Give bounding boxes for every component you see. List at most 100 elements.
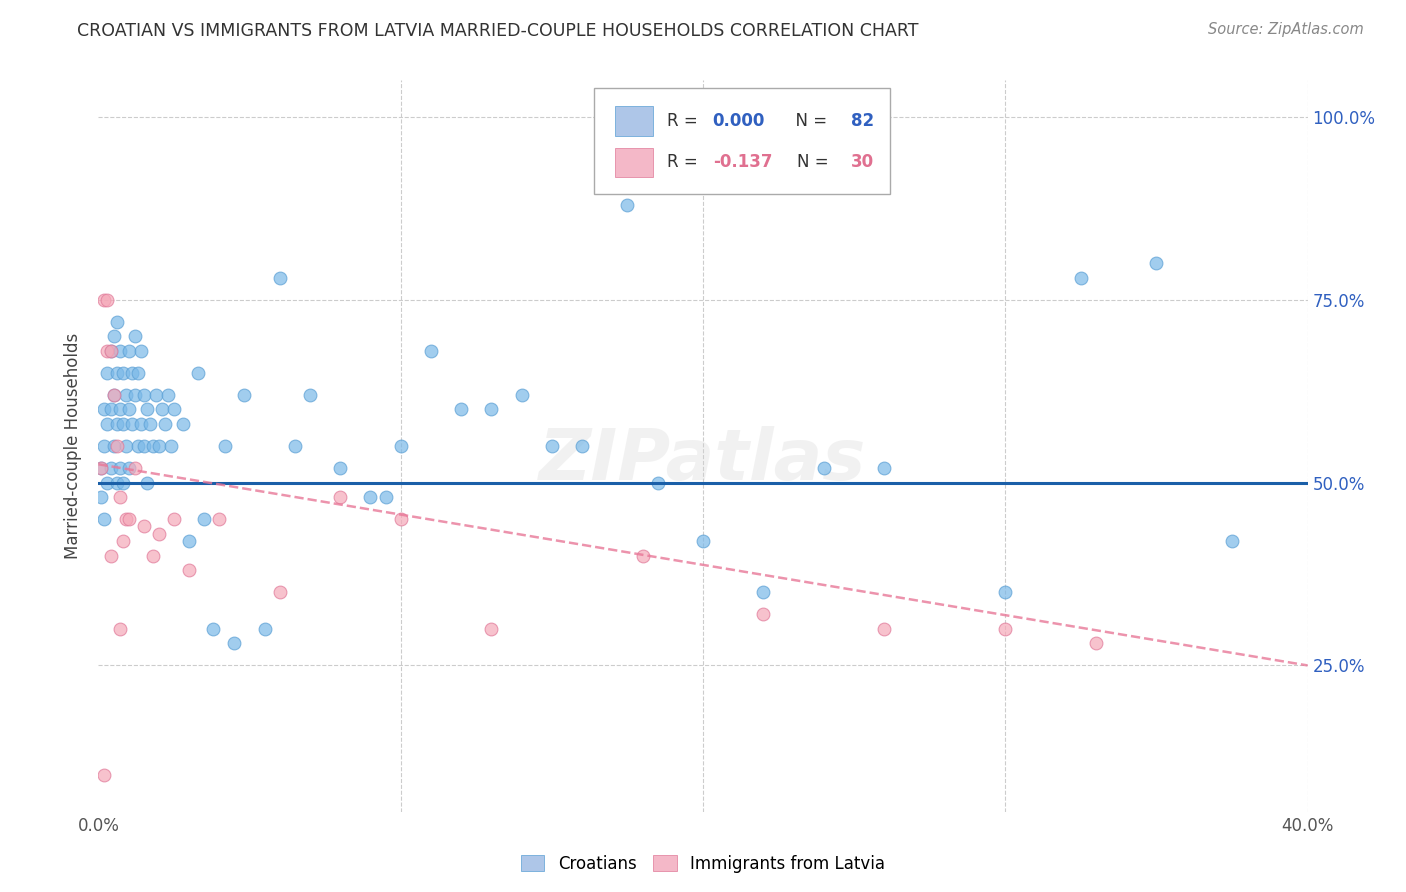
Point (420, 343, 443, 358)
Text: ZIPatlas: ZIPatlas (540, 426, 866, 495)
Point (153, 417, 176, 431)
Point (127, 439, 149, 453)
Point (114, 512, 136, 526)
Point (692, 534, 714, 549)
Point (329, 461, 352, 475)
Point (142, 549, 165, 563)
Point (299, 388, 322, 402)
Point (142, 439, 165, 453)
Point (135, 402, 157, 417)
Point (481, 622, 503, 636)
Point (540, 439, 562, 453)
Point (284, 439, 307, 453)
Point (93, 439, 115, 453)
Point (90, 461, 112, 475)
Point (105, 439, 128, 453)
Point (100, 402, 122, 417)
Text: -0.137: -0.137 (713, 153, 772, 171)
Point (1144, 256, 1167, 270)
Point (93, 512, 115, 526)
Point (193, 512, 215, 526)
Point (647, 475, 669, 490)
Point (389, 439, 412, 453)
Point (108, 343, 131, 358)
Point (150, 402, 173, 417)
Point (360, 490, 382, 504)
Point (118, 461, 141, 475)
Point (129, 343, 152, 358)
Bar (614, 106, 654, 136)
Point (269, 270, 291, 285)
Point (202, 622, 225, 636)
Point (253, 622, 276, 636)
Point (96, 293, 118, 307)
Point (374, 490, 396, 504)
Point (160, 439, 183, 453)
Point (114, 388, 136, 402)
Point (105, 315, 128, 329)
Point (127, 366, 149, 380)
Point (100, 343, 122, 358)
Point (90, 490, 112, 504)
Point (1085, 636, 1108, 650)
Point (329, 490, 352, 504)
Text: 0.000: 0.000 (713, 112, 765, 130)
Point (93, 402, 115, 417)
Point (93, 768, 115, 782)
Point (481, 402, 503, 417)
Point (616, 197, 638, 211)
Point (510, 388, 533, 402)
Point (105, 417, 128, 431)
Point (873, 461, 896, 475)
Point (96, 475, 118, 490)
Point (105, 366, 128, 380)
Point (994, 622, 1017, 636)
Point (100, 461, 122, 475)
Point (124, 329, 146, 343)
Point (96, 343, 118, 358)
Text: N =: N = (797, 153, 834, 171)
Point (813, 461, 835, 475)
Point (111, 417, 134, 431)
Point (108, 402, 131, 417)
Point (139, 417, 162, 431)
Point (100, 549, 122, 563)
Text: R =: R = (666, 112, 703, 130)
Point (450, 402, 472, 417)
Point (103, 329, 125, 343)
Bar (614, 148, 654, 177)
Point (93, 293, 115, 307)
Text: N =: N = (785, 112, 832, 130)
Point (124, 388, 146, 402)
Point (571, 439, 593, 453)
Point (129, 417, 152, 431)
Point (163, 512, 186, 526)
Point (103, 388, 125, 402)
Point (90, 461, 112, 475)
Point (145, 388, 167, 402)
Point (269, 585, 291, 599)
Point (187, 366, 209, 380)
Point (752, 585, 775, 599)
Point (148, 526, 170, 541)
Point (172, 417, 194, 431)
Point (96, 417, 118, 431)
Point (389, 512, 412, 526)
Point (163, 402, 186, 417)
Point (118, 512, 141, 526)
Point (108, 461, 131, 475)
Point (1070, 270, 1092, 285)
Point (224, 636, 246, 650)
Point (118, 402, 141, 417)
Legend: Croatians, Immigrants from Latvia: Croatians, Immigrants from Latvia (515, 848, 891, 880)
Text: R =: R = (666, 153, 703, 171)
Point (631, 549, 654, 563)
Point (111, 475, 134, 490)
Point (179, 534, 201, 549)
Point (96, 366, 118, 380)
Point (135, 475, 157, 490)
Point (108, 490, 131, 504)
Text: CROATIAN VS IMMIGRANTS FROM LATVIA MARRIED-COUPLE HOUSEHOLDS CORRELATION CHART: CROATIAN VS IMMIGRANTS FROM LATVIA MARRI… (77, 22, 920, 40)
Point (132, 439, 155, 453)
Point (100, 343, 122, 358)
